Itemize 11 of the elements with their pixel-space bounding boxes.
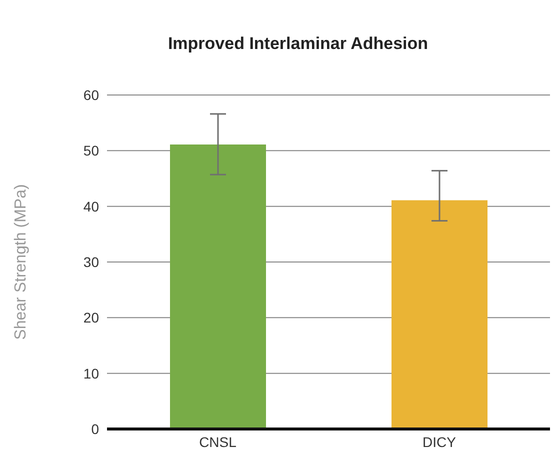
y-tick-label: 30: [83, 254, 100, 270]
y-tick-label: 40: [83, 198, 100, 214]
y-tick-label: 0: [91, 420, 100, 437]
y-axis-title: Shear Strength (MPa): [12, 184, 30, 340]
y-tick-label: 10: [83, 365, 100, 382]
x-tick-label: CNSL: [199, 434, 237, 450]
y-tick-label: 50: [83, 142, 100, 159]
y-tick-label: 20: [83, 310, 100, 326]
y-tick-label: 60: [83, 86, 100, 103]
x-tick-label: DICY: [422, 434, 457, 450]
chart-title: Improved Interlaminar Adhesion: [166, 34, 430, 54]
